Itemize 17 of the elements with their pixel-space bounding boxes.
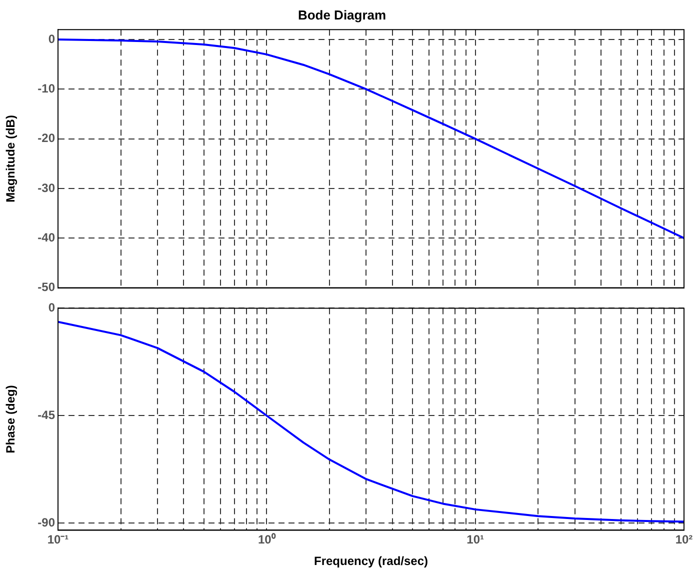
x-tick-label: 10⁻¹ [47, 532, 69, 547]
y-tick-label: -90 [38, 515, 56, 530]
x-tick-label: 10² [675, 532, 693, 547]
y-tick-label: -40 [38, 230, 56, 244]
y-tick-label: -30 [38, 180, 56, 195]
x-tick-label: 10¹ [466, 532, 484, 547]
y-tick-label: -45 [38, 408, 56, 422]
y-tick-label: 0 [48, 300, 56, 315]
y-axis-title: Magnitude (dB) [4, 115, 18, 202]
y-tick-label: -10 [38, 81, 56, 96]
y-axis-title: Phase (deg) [4, 385, 18, 454]
chart-title: Bode Diagram [298, 7, 386, 22]
x-tick-label: 10⁰ [258, 532, 276, 547]
x-axis-title: Frequency (rad/sec) [314, 554, 428, 568]
y-tick-label: -50 [38, 280, 56, 294]
y-tick-label: 0 [48, 32, 56, 46]
y-tick-label: -20 [38, 131, 56, 146]
